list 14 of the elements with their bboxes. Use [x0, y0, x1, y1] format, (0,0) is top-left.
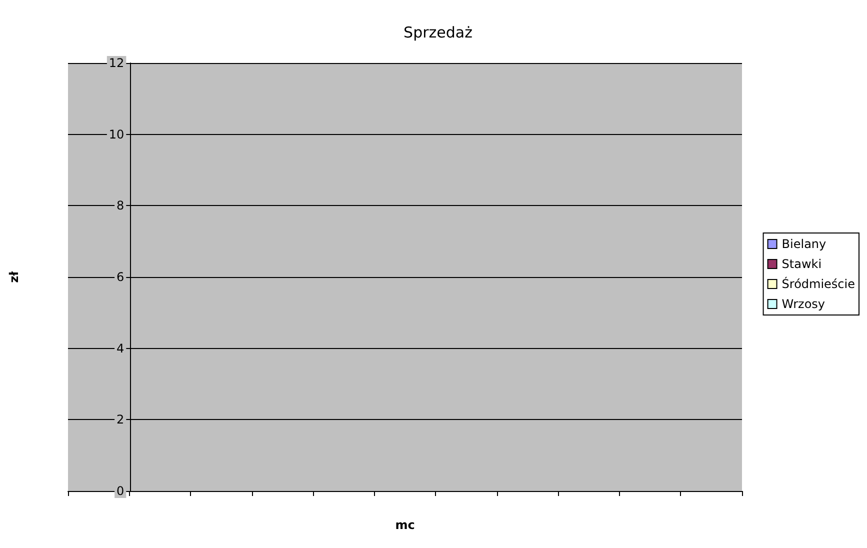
x-axis-title: mc — [395, 518, 415, 532]
legend-label: Wrzosy — [782, 297, 826, 311]
y-tick-label: 4 — [116, 341, 124, 356]
y-tick-label: 0 — [116, 484, 124, 498]
y-axis-title: zł — [7, 270, 21, 283]
legend-label: Bielany — [782, 237, 826, 251]
legend-label: Stawki — [782, 257, 822, 271]
chart-title: Sprzedaż — [404, 24, 473, 42]
y-tick-label: 2 — [116, 412, 124, 427]
y-tick-label: 12 — [108, 56, 124, 70]
legend-label: Śródmieście — [782, 276, 855, 291]
y-tick-label: 8 — [116, 198, 124, 213]
y-tick-label: 6 — [116, 270, 124, 284]
y-tick-label: 10 — [108, 127, 124, 142]
